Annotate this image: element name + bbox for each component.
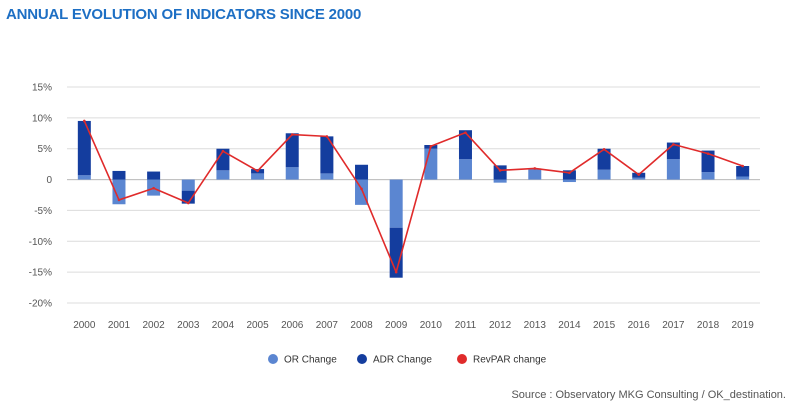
x-tick-label: 2018 [697, 320, 720, 331]
x-tick-label: 2016 [628, 320, 651, 331]
adr-change-bar [77, 120, 91, 176]
legend-marker-revpar-change [457, 354, 467, 364]
adr-change-bar [112, 170, 126, 180]
or-change-bar [736, 176, 750, 180]
or-change-bar [216, 170, 230, 180]
adr-change-bar [597, 148, 611, 170]
adr-change-bar [458, 130, 472, 160]
revpar-line-series [83, 119, 744, 274]
revpar-point [360, 187, 363, 191]
x-tick-label: 2011 [455, 320, 477, 331]
legend-label-adr-change: ADR Change [373, 355, 432, 366]
adr-change-bar [181, 190, 195, 204]
x-tick-label: 2005 [246, 320, 269, 331]
revpar-line [83, 120, 743, 273]
y-tick-label: 15% [32, 83, 52, 94]
revpar-point [706, 152, 710, 155]
x-tick-label: 2013 [524, 320, 547, 331]
x-tick-label: 2003 [177, 320, 200, 331]
or-change-bar [77, 175, 91, 180]
revpar-point [290, 133, 294, 136]
or-change-bar [251, 173, 265, 180]
x-tick-label: 2002 [143, 320, 166, 331]
x-tick-label: 2019 [732, 320, 755, 331]
revpar-point [672, 143, 675, 146]
y-tick-label: -20% [29, 299, 52, 310]
or-change-bar [389, 179, 403, 228]
y-tick-label: 10% [32, 113, 52, 124]
y-tick-label: -10% [29, 237, 52, 248]
adr-change-bar [736, 165, 750, 177]
chart-title: ANNUAL EVOLUTION OF INDICATORS SINCE 200… [6, 6, 362, 23]
or-change-bar [562, 179, 576, 183]
revpar-point [152, 186, 155, 190]
legend-marker-adr-change [357, 354, 367, 364]
revpar-point [498, 169, 502, 172]
x-tick-label: 2015 [593, 320, 616, 331]
revpar-point [602, 148, 606, 151]
x-tick-label: 2017 [662, 320, 685, 331]
x-tick-label: 2009 [385, 320, 408, 331]
adr-change-bar [320, 136, 334, 174]
adr-change-bar [216, 148, 230, 171]
or-change-bar [320, 173, 334, 180]
revpar-point [117, 198, 121, 202]
adr-change-bar [355, 164, 369, 180]
legend: OR Change ADR Change RevPAR change [268, 354, 547, 366]
or-change-bar [493, 179, 507, 183]
revpar-point [464, 131, 467, 134]
x-tick-label: 2000 [73, 320, 96, 331]
revpar-point [741, 164, 744, 168]
or-change-bar [181, 179, 195, 191]
or-change-bar [458, 159, 472, 180]
adr-change-bar [562, 170, 576, 180]
revpar-point [637, 173, 641, 176]
adr-change-bar [493, 165, 507, 180]
revpar-point [533, 167, 537, 170]
x-tick-label: 2012 [489, 320, 512, 331]
x-tick-label: 2014 [558, 320, 581, 331]
bar-series [77, 120, 750, 278]
y-axis-ticks: 15% 10% 5% 0 -5% -10% -15% -20% [29, 83, 53, 310]
revpar-point [394, 270, 398, 274]
or-change-bar [632, 177, 646, 180]
source-note: Source : Observatory MKG Consulting / OK… [511, 389, 786, 401]
revpar-point [429, 144, 433, 148]
y-tick-label: 5% [38, 144, 53, 155]
y-tick-label: -5% [34, 206, 52, 217]
x-tick-label: 2006 [281, 320, 304, 331]
x-tick-label: 2007 [316, 320, 339, 331]
x-tick-label: 2008 [350, 320, 373, 331]
legend-label-revpar-change: RevPAR change [473, 355, 547, 366]
revpar-point [256, 169, 259, 173]
adr-change-bar [147, 171, 161, 180]
legend-label-or-change: OR Change [284, 355, 337, 366]
adr-change-bar [701, 150, 715, 173]
x-axis-ticks: 2000 2001 2002 2003 2004 2005 2006 2007 2008 2009… [73, 320, 754, 331]
or-change-bar [597, 169, 611, 180]
x-tick-label: 2004 [212, 320, 235, 331]
or-change-bar [285, 167, 299, 180]
revpar-point [568, 171, 571, 175]
or-change-bar [701, 172, 715, 180]
x-tick-label: 2001 [108, 320, 131, 331]
or-change-bar [528, 168, 542, 180]
revpar-point [186, 201, 190, 205]
revpar-point [325, 135, 329, 138]
revpar-point [221, 149, 225, 153]
y-tick-label: -15% [29, 268, 52, 279]
y-tick-label: 0 [46, 175, 52, 186]
adr-change-bar [285, 133, 299, 168]
legend-marker-or-change [268, 354, 278, 364]
x-tick-label: 2010 [420, 320, 443, 331]
revpar-point [83, 119, 86, 123]
or-change-bar [666, 159, 680, 180]
